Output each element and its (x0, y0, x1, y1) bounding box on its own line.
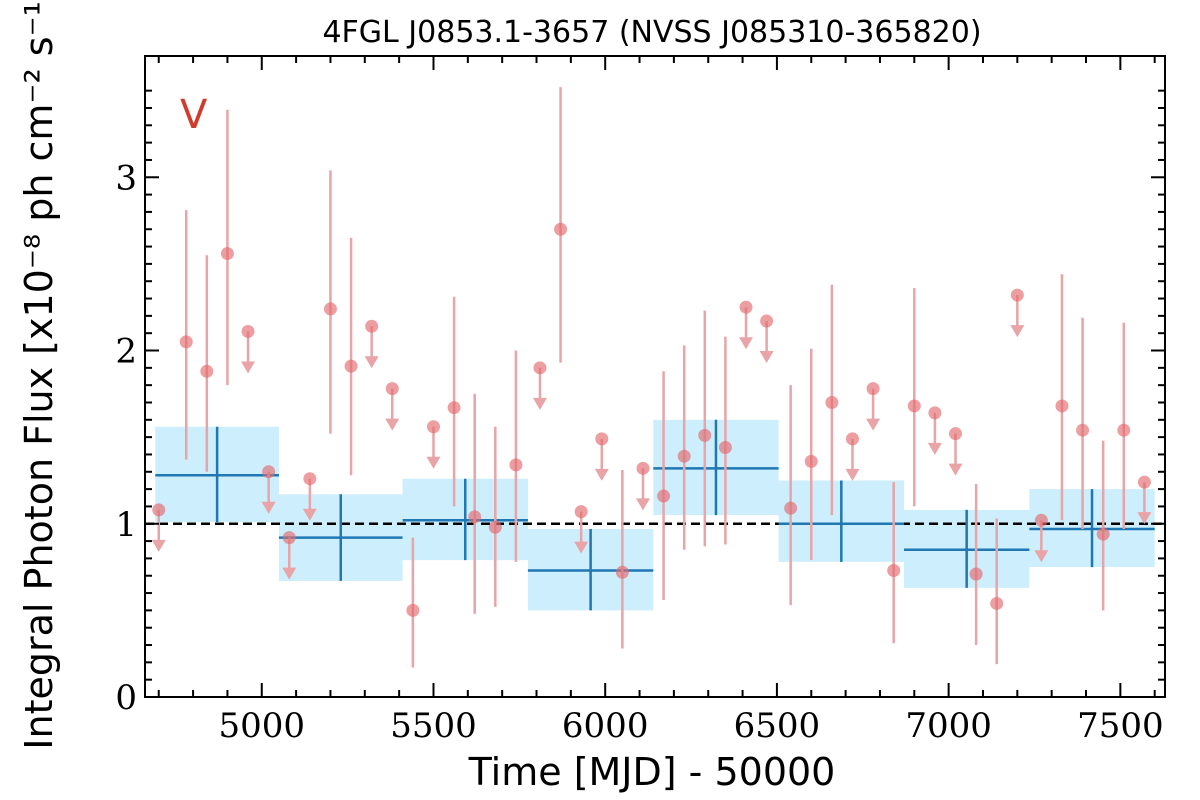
upper-limit-arrow (241, 361, 256, 374)
flux-point (406, 603, 420, 617)
flux-point (574, 505, 588, 519)
flux-point (698, 428, 712, 442)
chart-title: 4FGL J0853.1-3657 (NVSS J085310-365820) (322, 15, 981, 50)
plot-frame (144, 55, 1166, 698)
binned-bands (155, 419, 1155, 611)
flux-point (1055, 399, 1069, 413)
upper-limit-arrow (302, 508, 317, 521)
flux-point (866, 382, 880, 396)
flux-point (488, 520, 502, 534)
flux-point (760, 314, 774, 328)
flux-point (533, 361, 547, 375)
upper-limit-arrow (574, 541, 589, 554)
flux-point (468, 510, 482, 524)
y-tick-label: 1 (115, 505, 137, 545)
flux-point (426, 420, 440, 434)
flux-point (990, 596, 1004, 610)
upper-limit-arrow (594, 468, 609, 481)
flux-point (636, 461, 650, 475)
flux-point (344, 359, 358, 373)
flux-point (262, 465, 276, 479)
upper-limit-arrow (1137, 512, 1152, 525)
flux-point (804, 454, 818, 468)
upper-limit-arrow (927, 442, 942, 455)
x-tick-label: 6000 (562, 706, 649, 746)
upper-limit-arrow (845, 468, 860, 481)
flux-point (887, 564, 901, 578)
flux-point (241, 324, 255, 338)
flux-point (447, 401, 461, 415)
upper-limit-arrow (635, 498, 650, 511)
x-axis-label: Time [MJD] - 50000 (468, 750, 836, 794)
flux-point (200, 364, 214, 378)
flux-point (509, 458, 523, 472)
flux-point (1096, 527, 1110, 541)
flux-point (739, 300, 753, 314)
flux-point (1076, 423, 1090, 437)
flux-point (1010, 288, 1024, 302)
flux-point (179, 335, 193, 349)
flux-point (907, 399, 921, 413)
flux-point (928, 406, 942, 420)
x-tick-label: 7000 (905, 706, 992, 746)
flux-point (718, 441, 732, 455)
flux-point (615, 565, 629, 579)
corner-label: V (180, 92, 208, 138)
flux-point (949, 427, 963, 441)
flux-point (1137, 475, 1151, 489)
flux-point (845, 432, 859, 446)
upper-limit-arrow (282, 567, 297, 580)
upper-limit-arrow (948, 463, 963, 476)
flux-point (784, 501, 798, 515)
flux-point (282, 531, 296, 545)
upper-limit-arrow (739, 337, 754, 350)
upper-limit-arrow (426, 456, 441, 469)
upper-limit-arrow (364, 356, 379, 369)
upper-limit-arrow (759, 351, 774, 364)
y-tick-label: 0 (115, 678, 137, 718)
x-tick-label: 7500 (1077, 706, 1164, 746)
flux-point (385, 382, 399, 396)
x-tick-label: 6500 (734, 706, 821, 746)
flux-point (825, 395, 839, 409)
flux-point (152, 503, 166, 517)
upper-limit-arrow (532, 397, 547, 410)
upper-limit-arrow (385, 418, 400, 431)
flux-point (303, 472, 317, 486)
upper-limit-arrow (1034, 550, 1049, 563)
flux-point (969, 567, 983, 581)
y-tick-label: 2 (115, 332, 137, 372)
flux-point (677, 449, 691, 463)
data-points (151, 87, 1152, 668)
binned-points (155, 419, 1155, 611)
upper-limit-arrow (866, 418, 881, 431)
flux-point (554, 222, 568, 236)
flux-point (595, 432, 609, 446)
axis-ticks: 5000 5500 6000 6500 7000 7500 0 1 2 3 (115, 56, 1165, 746)
y-axis-label: Integral Photon Flux [x10⁻⁸ ph cm⁻² s⁻¹] (17, 0, 61, 750)
upper-limit-arrow (261, 501, 276, 514)
x-tick-label: 5000 (219, 706, 306, 746)
flux-point (1034, 513, 1048, 527)
flux-point (1117, 423, 1131, 437)
flux-point (657, 489, 671, 503)
upper-limit-arrow (151, 539, 166, 552)
flux-point (323, 302, 337, 316)
flux-point (220, 246, 234, 260)
x-tick-label: 5500 (390, 706, 477, 746)
y-tick-label: 3 (115, 158, 137, 198)
flux-point (365, 319, 379, 333)
upper-limit-arrow (1010, 325, 1025, 338)
